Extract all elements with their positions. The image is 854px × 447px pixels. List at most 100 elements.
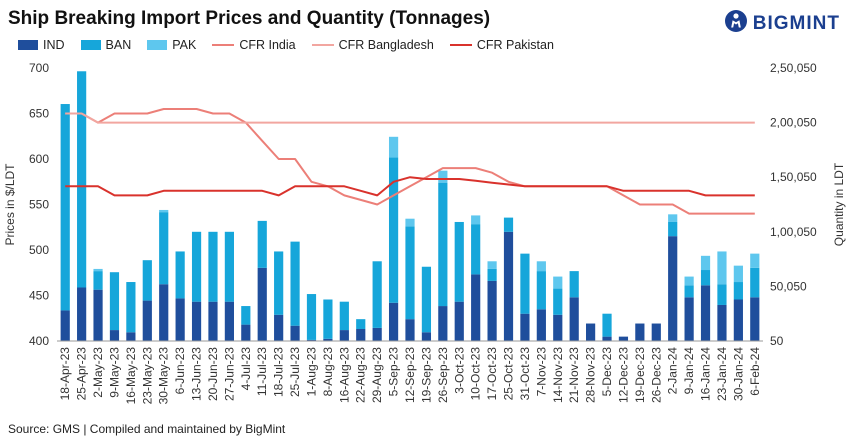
bar-ban [241,306,251,325]
bar-ind [635,323,645,341]
x-tick-label: 16-May-23 [124,347,138,405]
x-tick-label: 25-Jul-23 [288,347,302,397]
x-tick-label: 5-Dec-23 [600,347,614,397]
x-tick-label: 4-Jul-23 [239,347,253,391]
x-tick-label: 16-Jan-24 [699,347,713,401]
bar-ban [520,253,530,314]
y-tick-label: 550 [29,198,49,212]
x-tick-label: 29-Aug-23 [370,347,384,403]
bar-ind [569,297,579,341]
bar-ban [684,285,694,298]
bar-pak [717,251,727,285]
x-tick-label: 31-Oct-23 [518,347,532,401]
bar-pak [405,218,415,227]
y2-tick-label: 2,00,050 [770,116,817,130]
x-tick-label: 6-Jun-23 [173,347,187,395]
x-tick-label: 11-Jul-23 [255,347,269,396]
x-tick-label: 14-Nov-23 [551,347,565,403]
legend-swatch-ind [18,40,38,50]
legend-swatch-cfr-bangladesh [311,44,334,46]
bar-ind [109,330,120,341]
bar-ban [356,319,366,329]
logo-text: BIGMINT [752,12,840,34]
bar-pak [93,268,103,272]
legend-label-ban: BAN [105,38,132,52]
person-circle-logo-icon [724,9,748,38]
legend-label-ind: IND [43,38,65,52]
x-tick-label: 20-Jun-23 [206,347,220,401]
bar-ban [717,284,727,305]
legend-label-cfr-pakistan: CFR Pakistan [476,38,554,52]
bar-ind [388,302,399,341]
legend-item-cfr-india: CFR India [212,38,296,52]
bar-ban [306,294,317,340]
bar-ban [438,182,448,307]
bar-ind [454,301,464,341]
y-tick-label: 450 [29,289,49,303]
x-tick-label: 17-Oct-23 [485,347,499,401]
bar-ban [372,261,382,328]
x-tick-label: 12-Dec-23 [616,347,630,403]
x-tick-label: 12-Sep-23 [403,347,417,403]
bar-ind [438,306,448,341]
legend-swatch-cfr-pakistan [449,44,472,46]
bar-ban [536,271,546,310]
bar-ban [405,226,415,320]
bar-ind [224,301,234,341]
legend-item-cfr-pakistan: CFR Pakistan [449,38,554,52]
bar-ind [602,336,612,341]
bar-ind [323,338,333,341]
bar-ban [668,221,678,237]
x-tick-label: 22-Aug-23 [354,347,368,403]
x-tick-label: 28-Nov-23 [584,347,598,403]
legend-swatch-pak [147,40,168,50]
x-tick-label: 10-Oct-23 [469,347,483,401]
x-tick-label: 9-May-23 [107,347,121,398]
y-tick-label: 700 [29,61,49,75]
bar-ban [109,272,120,331]
bar-ind [733,299,743,341]
bar-pak [684,276,694,286]
x-tick-label: 13-Jun-23 [190,347,204,401]
bar-ind [536,309,546,341]
bar-ind [471,274,481,341]
legend-item-ind: IND [18,38,65,52]
x-tick-label: 19-Sep-23 [419,347,433,403]
x-tick-label: 23-Jan-24 [715,347,729,401]
bar-ind [356,328,366,341]
y2-tick-label: 1,00,050 [770,225,817,239]
legend-label-pak: PAK [172,38,197,52]
x-tick-label: 8-Aug-23 [321,347,335,397]
bar-pak [668,214,678,222]
bar-ban [733,282,743,300]
legend-item-ban: BAN [80,38,132,52]
x-tick-label: 3-Oct-23 [452,347,466,394]
bar-ban [175,251,185,299]
chart-title: Ship Breaking Import Prices and Quantity… [8,8,491,29]
bar-ban [208,231,218,302]
x-tick-label: 18-Apr-23 [58,347,72,401]
bar-ind [159,284,169,341]
bar-ban [191,231,202,302]
bar-ind [191,301,202,341]
bar-pak [159,209,169,213]
bar-ind [553,314,563,341]
x-tick-label: 18-Jul-23 [272,347,286,397]
bar-ind [487,280,497,341]
x-tick-label: 2-May-23 [91,347,105,398]
bar-pak [388,136,399,158]
bar-ban [487,268,497,281]
x-tick-label: 16-Aug-23 [337,347,351,403]
bar-ind [651,323,661,341]
y2-tick-label: 1,50,050 [770,170,817,184]
x-tick-label: 30-Jan-24 [731,347,745,401]
y-tick-label: 400 [29,334,49,348]
bar-ind [750,297,760,341]
bar-ind [618,336,629,341]
x-tick-label: 23-May-23 [140,347,154,405]
bar-pak [700,255,711,271]
legend-swatch-cfr-india [212,44,235,46]
x-tick-label: 30-May-23 [157,347,171,405]
bar-ind [684,297,694,341]
x-tick-label: 5-Sep-23 [387,347,401,397]
